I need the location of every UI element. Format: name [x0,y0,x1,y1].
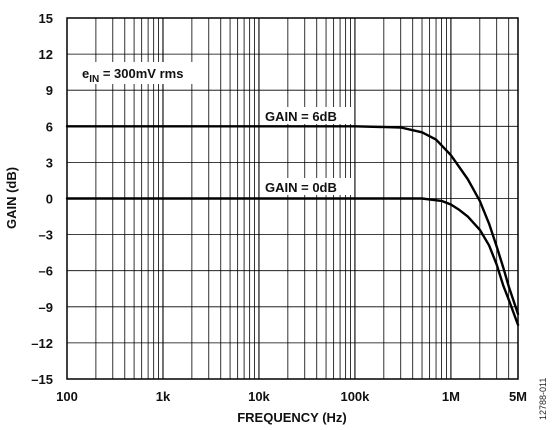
y-tick-label: –15 [31,372,53,387]
y-tick-labels: 15 12 9 6 3 0 –3 –6 –9 –12 –15 [31,11,53,387]
y-tick-label: 12 [39,47,53,62]
x-tick-label: 10k [248,389,270,404]
series-line-gain-0db [65,197,520,327]
y-tick-label: 15 [39,11,53,26]
series-line-gain-6db [65,125,520,316]
x-axis-title: FREQUENCY (Hz) [237,410,347,425]
x-tick-label: 5M [509,389,527,404]
y-tick-label: 0 [46,192,53,207]
figure-id: 12788-011 [538,378,548,420]
annotation-rest: = 300mV rms [99,66,183,81]
x-tick-label: 1M [442,389,460,404]
y-tick-label: –3 [39,228,53,243]
svg-text:eIN = 300mV rms: eIN = 300mV rms [82,66,183,85]
y-tick-label: –12 [31,336,53,351]
x-tick-label: 100 [56,389,78,404]
y-tick-label: 9 [46,83,53,98]
gain-6db-label: GAIN = 6dB [261,107,353,124]
x-tick-labels: 100 1k 10k 100k 1M 5M [56,389,527,404]
annotation-e: e [82,66,89,81]
y-axis-title: GAIN (dB) [4,167,19,229]
y-tick-label: –9 [39,300,53,315]
annotation-subscript: IN [89,74,99,85]
svg-text:GAIN = 6dB: GAIN = 6dB [265,109,337,124]
input-level-annotation: eIN = 300mV rms [77,62,207,85]
y-tick-label: 3 [46,155,53,170]
x-tick-label: 1k [156,389,171,404]
x-tick-label: 100k [340,389,370,404]
y-tick-label: –6 [39,264,53,279]
y-tick-label: 6 [46,119,53,134]
svg-text:GAIN = 0dB: GAIN = 0dB [265,180,337,195]
series-group [65,125,520,327]
gain-0db-label: GAIN = 0dB [261,178,353,195]
